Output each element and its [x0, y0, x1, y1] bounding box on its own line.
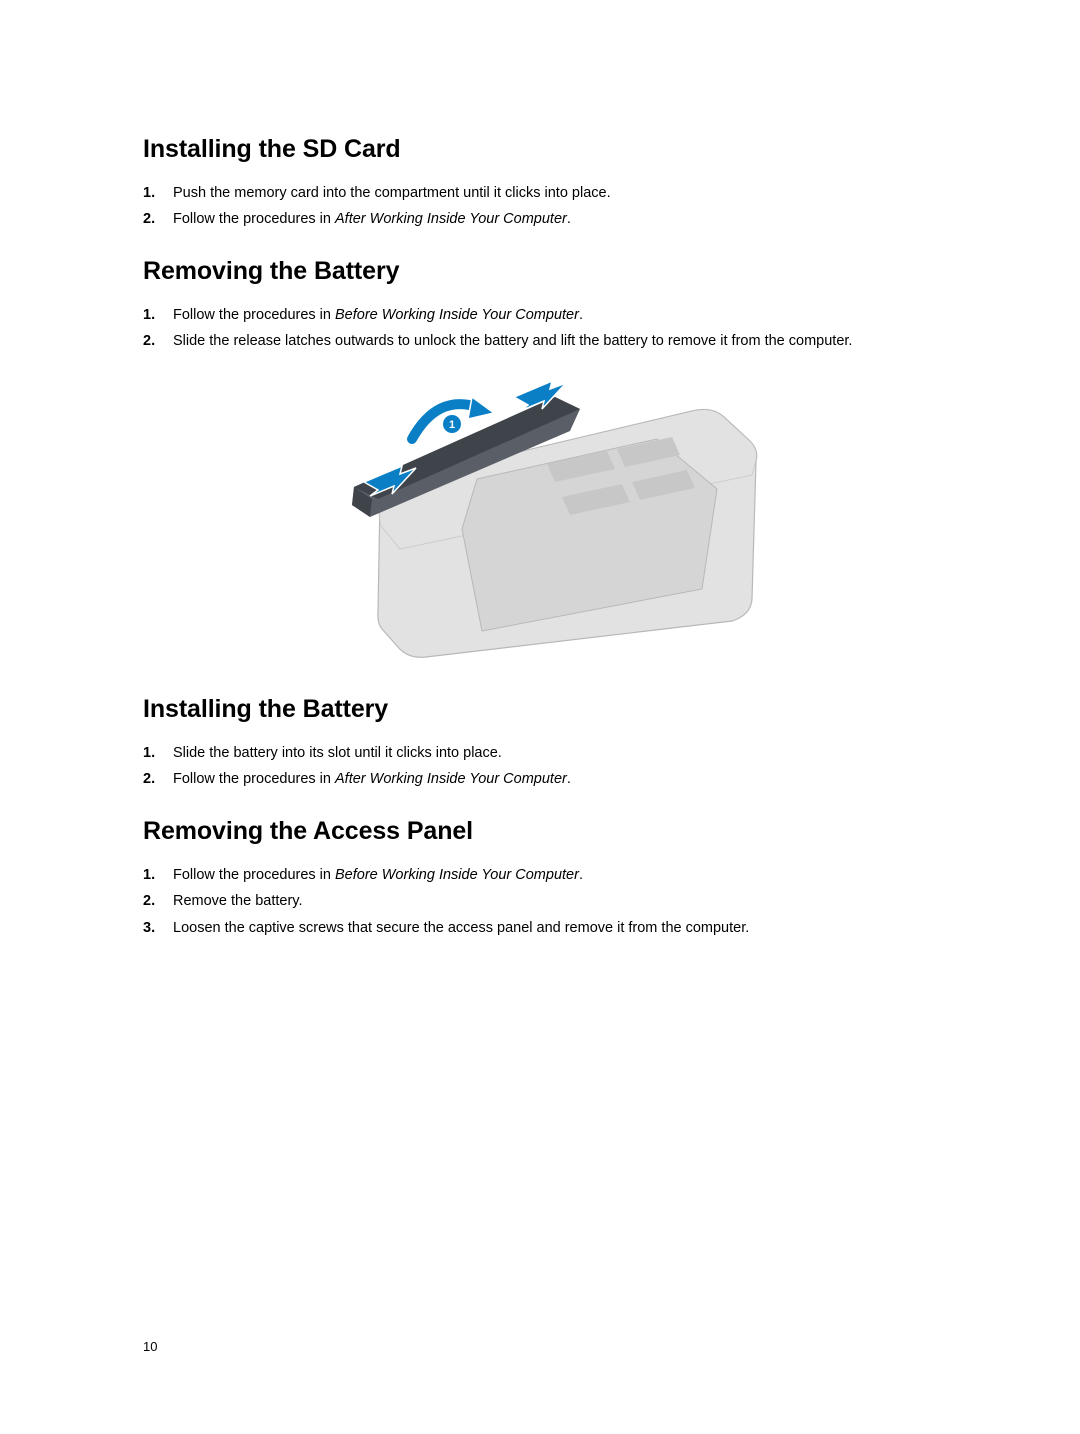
step-number: 3.	[143, 917, 173, 939]
step-text: Follow the procedures in After Working I…	[173, 208, 940, 230]
step-item: 2.Slide the release latches outwards to …	[143, 330, 940, 352]
step-list: 1.Follow the procedures in Before Workin…	[143, 304, 940, 353]
step-text: Follow the procedures in Before Working …	[173, 864, 940, 886]
step-item: 1.Push the memory card into the compartm…	[143, 182, 940, 204]
step-text: Loosen the captive screws that secure th…	[173, 917, 940, 939]
sections-container: Installing the SD Card1.Push the memory …	[143, 135, 940, 939]
step-number: 2.	[143, 330, 173, 352]
step-text: Follow the procedures in Before Working …	[173, 304, 940, 326]
step-number: 1.	[143, 864, 173, 886]
section-heading: Removing the Battery	[143, 257, 940, 286]
step-item: 1.Follow the procedures in Before Workin…	[143, 864, 940, 886]
section-heading: Removing the Access Panel	[143, 817, 940, 846]
step-item: 3.Loosen the captive screws that secure …	[143, 917, 940, 939]
section-heading: Installing the Battery	[143, 695, 940, 724]
step-number: 2.	[143, 768, 173, 790]
step-text: Slide the battery into its slot until it…	[173, 742, 940, 764]
step-list: 1.Push the memory card into the compartm…	[143, 182, 940, 231]
step-item: 2.Follow the procedures in After Working…	[143, 768, 940, 790]
step-list: 1.Slide the battery into its slot until …	[143, 742, 940, 791]
step-item: 1.Slide the battery into its slot until …	[143, 742, 940, 764]
svg-text:1: 1	[448, 419, 454, 431]
step-text: Remove the battery.	[173, 890, 940, 912]
step-item: 1.Follow the procedures in Before Workin…	[143, 304, 940, 326]
manual-page: Installing the SD Card1.Push the memory …	[0, 0, 1080, 1434]
step-number: 1.	[143, 742, 173, 764]
step-number: 2.	[143, 208, 173, 230]
page-number: 10	[143, 1339, 157, 1354]
step-list: 1.Follow the procedures in Before Workin…	[143, 864, 940, 939]
section-heading: Installing the SD Card	[143, 135, 940, 164]
step-text: Follow the procedures in After Working I…	[173, 768, 940, 790]
battery-removal-figure: 1	[322, 379, 762, 669]
step-item: 2.Follow the procedures in After Working…	[143, 208, 940, 230]
step-number: 1.	[143, 304, 173, 326]
step-number: 2.	[143, 890, 173, 912]
step-text: Slide the release latches outwards to un…	[173, 330, 940, 352]
step-item: 2.Remove the battery.	[143, 890, 940, 912]
step-text: Push the memory card into the compartmen…	[173, 182, 940, 204]
step-number: 1.	[143, 182, 173, 204]
